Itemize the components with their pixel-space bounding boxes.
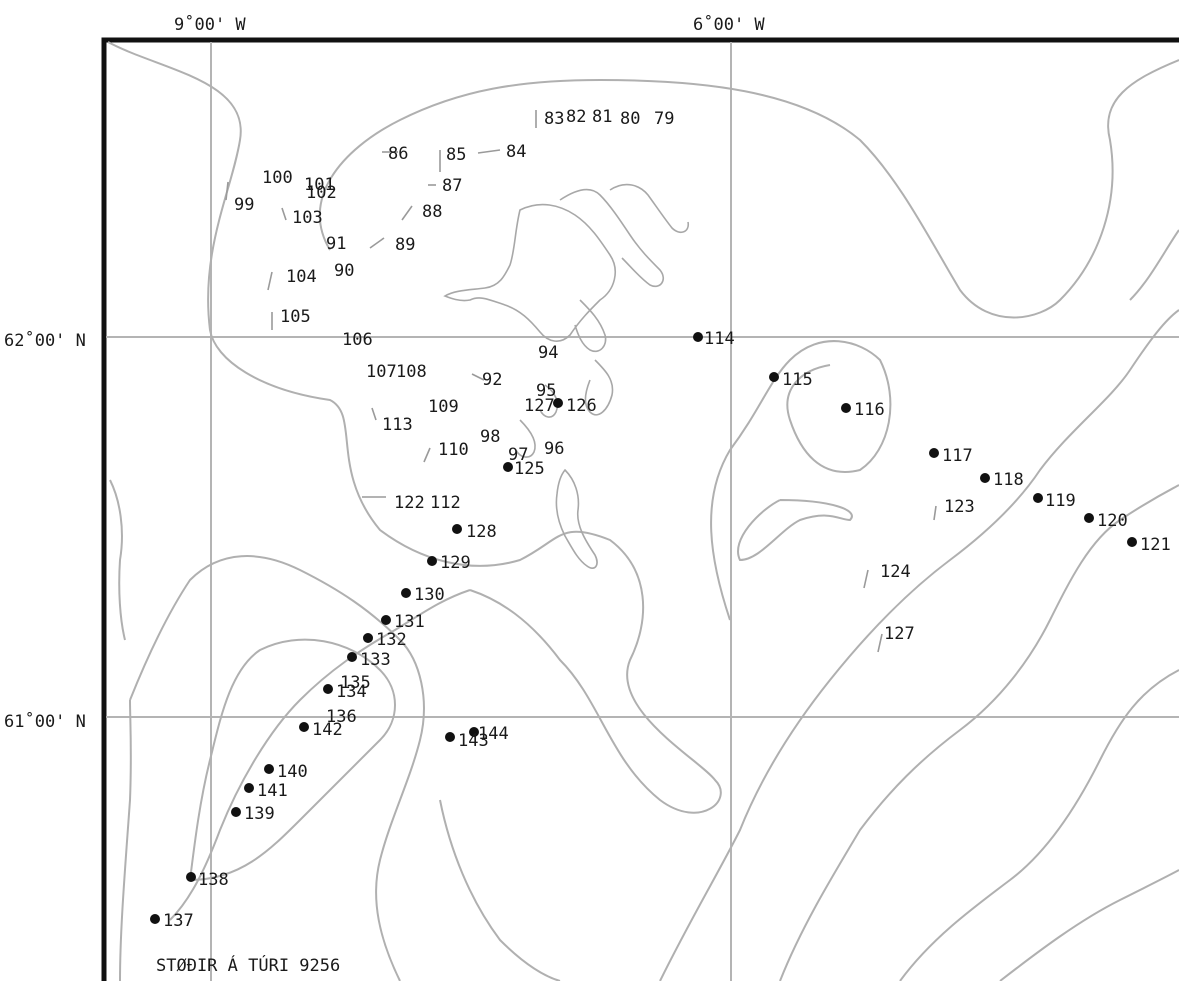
station-dot-119: [1033, 493, 1043, 503]
station-label-83: 83: [544, 109, 564, 129]
station-label-90: 90: [334, 261, 354, 281]
station-label-131: 131: [394, 612, 425, 632]
station-label-92: 92: [482, 370, 502, 390]
station-dot-115: [769, 372, 779, 382]
station-label-102: 102: [306, 183, 337, 203]
station-label-107: 107: [366, 362, 397, 382]
station-label-116: 116: [854, 400, 885, 420]
station-label-81: 81: [592, 107, 612, 127]
station-label-126: 126: [566, 396, 597, 416]
station-label-86: 86: [388, 144, 408, 164]
station-label-94: 94: [538, 343, 558, 363]
station-label-113: 113: [382, 415, 413, 435]
station-label-128: 128: [466, 522, 497, 542]
station-label-141: 141: [257, 781, 288, 801]
station-label-130: 130: [414, 585, 445, 605]
station-dot-142: [299, 722, 309, 732]
station-label-114: 114: [704, 329, 735, 349]
station-dot-130: [401, 588, 411, 598]
station-label-84: 84: [506, 142, 526, 162]
station-label-87: 87: [442, 176, 462, 196]
station-dot-140: [264, 764, 274, 774]
station-label-122: 123: [944, 497, 975, 517]
station-dot-120: [1084, 513, 1094, 523]
station-label-125: 125: [514, 459, 545, 479]
station-label-124: 127: [884, 624, 915, 644]
station-label-79: 79: [654, 109, 674, 129]
station-label-104: 104: [286, 267, 317, 287]
station-dot-138: [186, 872, 196, 882]
station-label-118: 118: [993, 470, 1024, 490]
station-label-142: 142: [312, 720, 343, 740]
station-label-137: 137: [163, 911, 194, 931]
station-label-106: 106: [342, 330, 373, 350]
station-dot-131: [381, 615, 391, 625]
station-label-110: 110: [438, 440, 469, 460]
station-label-105: 105: [280, 307, 311, 327]
station-label-119: 119: [1045, 491, 1076, 511]
station-label-129: 129: [440, 553, 471, 573]
station-dot-134: [323, 684, 333, 694]
station-dots: [150, 332, 1137, 924]
station-dot-132: [363, 633, 373, 643]
station-dot-116: [841, 403, 851, 413]
station-label-123: 124: [880, 562, 911, 582]
station-label-100: 100: [262, 168, 293, 188]
station-label-143: 143: [458, 731, 489, 751]
station-dot-121: [1127, 537, 1137, 547]
station-dot-141: [244, 783, 254, 793]
station-label-112: 122: [394, 493, 425, 513]
station-label-127: 127: [524, 396, 555, 416]
station-label-111: 112: [430, 493, 461, 513]
station-dot-143: [445, 732, 455, 742]
station-dot-139: [231, 807, 241, 817]
station-dot-114: [693, 332, 703, 342]
station-label-138: 138: [198, 870, 229, 890]
station-label-140: 140: [277, 762, 308, 782]
station-dot-133: [347, 652, 357, 662]
map-title: STØÐIR Á TÚRI 9256: [156, 954, 340, 976]
station-label-99: 99: [234, 195, 254, 215]
station-label-109: 109: [428, 397, 459, 417]
station-dot-128: [452, 524, 462, 534]
station-label-96: 96: [544, 439, 564, 459]
station-dot-118: [980, 473, 990, 483]
lat-label-62n: 62̊ 00' N: [4, 330, 86, 351]
station-label-89: 89: [395, 235, 415, 255]
station-label-91: 91: [326, 234, 346, 254]
station-label-121: 121: [1140, 535, 1171, 555]
lat-label-61n: 61̊ 00' N: [4, 711, 86, 732]
station-dot-137: [150, 914, 160, 924]
station-label-98: 98: [480, 427, 500, 447]
station-label-103: 103: [292, 208, 323, 228]
station-label-117: 117: [942, 446, 973, 466]
station-label-132: 132: [376, 630, 407, 650]
lon-label-9w: 9̊ 00' W: [174, 14, 246, 35]
station-label-80: 80: [620, 109, 640, 129]
station-labels: 83 82 81 80 79 86 85 84 87 88 89 100 101…: [163, 107, 1171, 931]
lon-label-6w: 6̊ 00' W: [693, 14, 765, 35]
station-dot-117: [929, 448, 939, 458]
station-label-133: 133: [360, 650, 391, 670]
station-dot-129: [427, 556, 437, 566]
station-label-115: 115: [782, 370, 813, 390]
station-label-82: 82: [566, 107, 586, 127]
station-label-120: 120: [1097, 511, 1128, 531]
station-label-85: 85: [446, 145, 466, 165]
station-label-108: 108: [396, 362, 427, 382]
station-label-88: 88: [422, 202, 442, 222]
station-label-139: 139: [244, 804, 275, 824]
station-label-134: 134: [336, 682, 367, 702]
